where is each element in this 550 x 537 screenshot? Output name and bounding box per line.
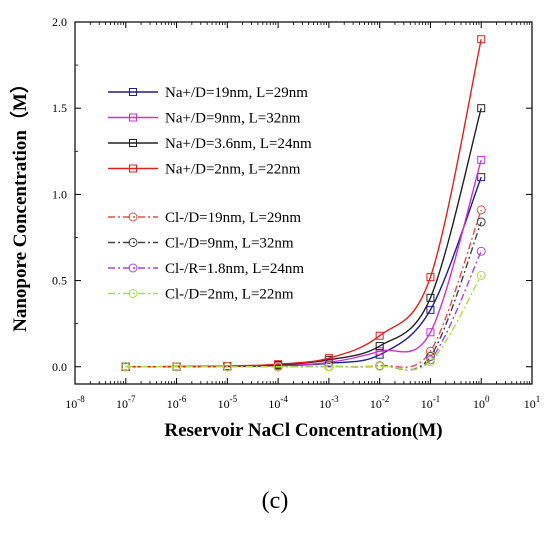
legend-marker-8 — [128, 289, 138, 298]
data-point-series-8 — [425, 357, 435, 367]
data-point-series-8 — [172, 362, 182, 372]
y-axis-label: Nanopore Concentration（M） — [8, 74, 31, 332]
x-tick-label: 101 — [524, 394, 541, 411]
y-tick-label: 0.0 — [52, 360, 67, 374]
data-point-series-1 — [426, 305, 435, 314]
x-tick-label: 100 — [473, 394, 490, 411]
x-tick-label: 10-1 — [421, 394, 441, 411]
plot-frame — [74, 21, 533, 385]
y-tick-label: 2.0 — [52, 15, 67, 29]
data-point-series-8 — [476, 270, 486, 280]
data-point-series-6 — [476, 217, 486, 227]
data-point-series-8 — [121, 362, 131, 372]
data-point-series-8 — [273, 362, 283, 372]
data-point-series-2 — [426, 328, 435, 337]
data-point-series-2 — [375, 347, 384, 356]
legend-label-6: Cl-/D=9nm, L=32nm — [165, 236, 294, 252]
legend-marker-5 — [128, 212, 138, 222]
x-tick-label: 10-7 — [116, 394, 136, 411]
data-point-series-4 — [324, 354, 333, 363]
data-point-series-3 — [426, 293, 435, 302]
data-point-series-4 — [477, 35, 486, 44]
data-point-series-8 — [375, 361, 385, 371]
legend-marker-3 — [129, 139, 137, 147]
legend-label-2: Na+/D=9nm, L=32nm — [165, 111, 301, 127]
legend-label-7: Cl-/R=1.8nm, L=24nm — [165, 261, 304, 277]
x-tick-label: 10-4 — [268, 394, 288, 411]
legend-label-1: Na+/D=19nm, L=29nm — [165, 85, 308, 101]
x-tick-label: 10-5 — [218, 394, 238, 411]
data-point-series-3 — [477, 104, 486, 113]
y-tick-label: 1.5 — [52, 101, 67, 115]
data-point-series-1 — [477, 173, 486, 182]
y-tick-label: 0.5 — [52, 274, 67, 288]
legend-marker-1 — [129, 88, 137, 96]
series-line-8 — [125, 275, 482, 371]
data-point-series-5 — [476, 205, 486, 215]
data-point-series-4 — [426, 273, 435, 282]
data-point-series-4 — [375, 331, 384, 340]
legend-label-4: Na+/D=2nm, L=22nm — [165, 162, 301, 178]
data-point-series-7 — [476, 246, 486, 256]
data-point-series-6 — [425, 351, 435, 361]
data-point-series-3 — [375, 342, 384, 351]
data-point-series-2 — [477, 155, 486, 164]
data-point-series-8 — [222, 362, 232, 372]
legend-label-3: Na+/D=3.6nm, L=24nm — [165, 136, 312, 152]
panel-label: (c) — [261, 488, 289, 514]
legend-label-5: Cl-/D=19nm, L=29nm — [165, 210, 301, 226]
x-tick-label: 10-3 — [319, 394, 339, 411]
legend-marker-6 — [128, 238, 138, 247]
chart-svg: 10-8 10-7 10-6 10-5 10-4 10-3 10-2 10-1 100 101 0.… — [8, 15, 541, 441]
legend-marker-7 — [128, 263, 138, 273]
y-tick-label: 1.0 — [52, 187, 67, 201]
legend-label-8: Cl-/D=2nm, L=22nm — [165, 287, 294, 303]
x-tick-label: 10-2 — [370, 394, 390, 411]
legend-marker-4 — [129, 164, 137, 173]
legend-marker-2 — [129, 113, 137, 122]
data-point-series-8 — [324, 362, 334, 372]
x-tick-label: 10-8 — [65, 394, 85, 411]
x-axis-label: Reservoir NaCl Concentration(M) — [164, 420, 442, 441]
x-tick-label: 10-6 — [167, 394, 187, 411]
